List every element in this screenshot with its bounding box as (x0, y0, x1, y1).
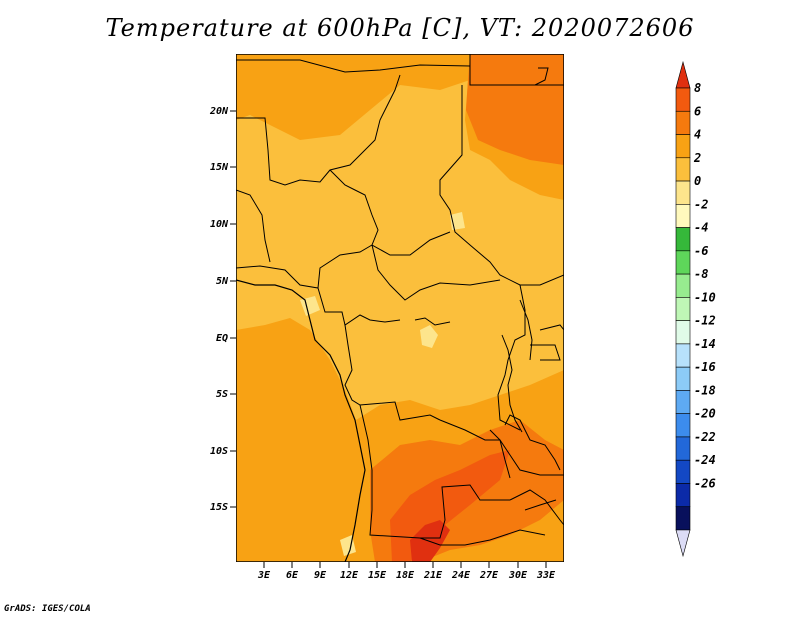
colorbar-label: -6 (694, 244, 708, 258)
colorbar-label: -8 (694, 267, 708, 281)
lon-label-12e: 12E (340, 570, 359, 581)
colorbar-box (675, 483, 691, 508)
lat-label-eq: EQ (216, 333, 228, 344)
lon-label-18e: 18E (396, 570, 415, 581)
credit-label: GrADS: IGES/COLA (4, 604, 91, 614)
lat-label-5s: 5S (216, 389, 228, 400)
lat-label-15s: 15S (210, 502, 228, 513)
colorbar-box (675, 134, 691, 159)
latitude-axis: 20N 15N 10N 5N EQ 5S 10S 15S (209, 106, 236, 513)
colorbar-label: -16 (694, 360, 716, 374)
colorbar-box (675, 227, 691, 252)
colorbar-box (675, 297, 691, 321)
colorbar-label: -20 (694, 407, 716, 421)
colorbar-box (675, 436, 691, 461)
colorbar-box (675, 506, 691, 531)
lon-label-27e: 27E (479, 570, 499, 581)
colorbar-label: 8 (694, 81, 701, 95)
field-contour-0to-2-a (420, 325, 438, 348)
colorbar-box (675, 110, 691, 135)
lon-label-33e: 33E (536, 570, 556, 581)
map-title: Temperature at 600hPa [C], VT: 202007260… (105, 14, 695, 42)
lat-label-20n: 20N (209, 106, 229, 117)
colorbar-label: 6 (694, 104, 701, 118)
longitude-axis: 3E 6E 9E 12E 15E 18E 21E 24E 27E 30E 33E (257, 562, 556, 581)
colorbar-box (675, 87, 691, 112)
colorbar-box (675, 157, 691, 182)
colorbar-label: -10 (694, 290, 716, 304)
colorbar-label: -24 (694, 453, 716, 467)
field-contour-4to6-ne (466, 54, 564, 165)
colorbar-label: -26 (694, 476, 716, 490)
colorbar-label: 4 (694, 128, 701, 142)
colorbar-label: -12 (694, 314, 716, 328)
colorbar-box (675, 320, 691, 345)
field-contour-2to4-north (236, 54, 470, 140)
lon-label-6e: 6E (286, 570, 299, 581)
field-contour-2to4-west (236, 318, 395, 562)
colorbar-arrow-top (675, 60, 691, 89)
colorbar-box (675, 273, 691, 298)
colorbar-label: -2 (694, 197, 708, 211)
colorbar-label: -18 (694, 383, 716, 397)
lon-label-24e: 24E (451, 570, 471, 581)
lon-label-21e: 21E (423, 570, 443, 581)
colorbar-box (675, 250, 691, 275)
lon-label-30e: 30E (508, 570, 528, 581)
colorbar-box (675, 343, 691, 368)
lat-label-10n: 10N (210, 219, 229, 230)
lat-label-10s: 10S (210, 446, 228, 457)
lon-label-3e: 3E (257, 570, 271, 581)
map-panel (236, 54, 564, 562)
lon-label-9e: 9E (314, 570, 327, 581)
colorbar-label: 2 (693, 151, 701, 165)
colorbar-box (675, 390, 691, 414)
colorbar-label: 0 (694, 174, 701, 188)
lat-label-5n: 5N (216, 276, 229, 287)
colorbar-box (675, 413, 691, 438)
country-borders (236, 54, 564, 562)
colorbar-label: -22 (694, 430, 716, 444)
lat-label-15n: 15N (210, 162, 229, 173)
colorbar-label: -14 (694, 337, 716, 351)
colorbar-box (675, 366, 691, 391)
colorbar-label: -4 (694, 221, 708, 235)
colorbar-box (675, 180, 691, 205)
colorbar-box (675, 459, 691, 484)
lon-label-15e: 15E (368, 570, 387, 581)
colorbar-arrow-bottom (675, 529, 691, 558)
colorbar: 8 6 4 2 0 -2 -4 -6 -8 -10 -12 -14 -16 -18 -20 -22 -24 -26 (675, 60, 716, 558)
colorbar-box (675, 204, 691, 228)
